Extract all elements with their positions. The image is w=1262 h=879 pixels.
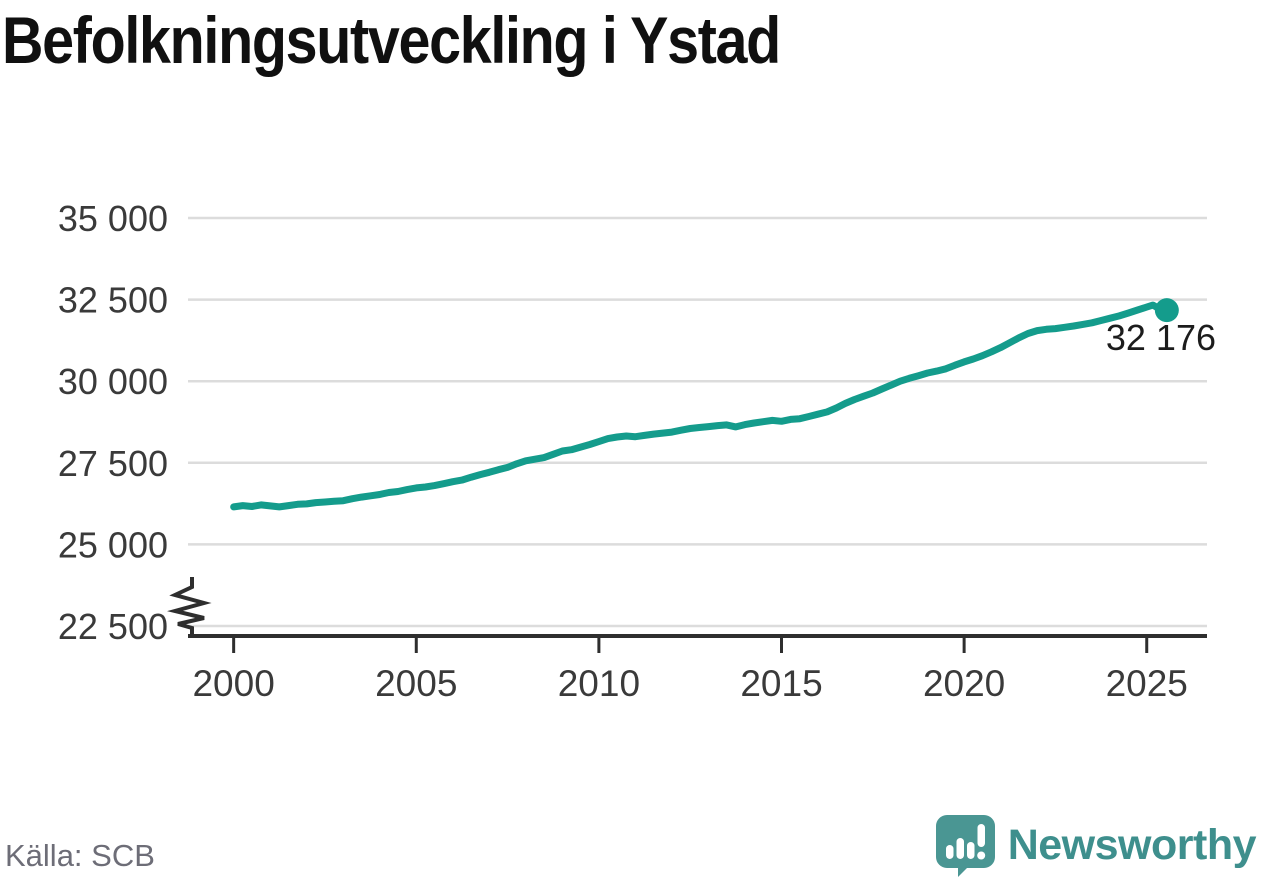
x-axis-tick-label: 2000 <box>192 663 274 704</box>
end-point-dot <box>1154 298 1179 323</box>
y-axis-tick-label: 22 500 <box>58 606 168 647</box>
y-axis-tick-label: 35 000 <box>58 198 168 239</box>
population-line <box>230 301 1171 511</box>
x-axis-tick-label: 2005 <box>375 663 457 704</box>
y-axis-tick-label: 27 500 <box>58 443 168 484</box>
y-axis-tick-label: 30 000 <box>58 361 168 402</box>
y-axis-tick-label: 25 000 <box>58 524 168 565</box>
page-title: Befolkningsutveckling i Ystad <box>2 3 781 77</box>
source-note: Källa: SCB <box>5 838 155 873</box>
axis-break-icon <box>167 577 212 638</box>
y-axis-tick-label: 32 500 <box>58 280 168 321</box>
x-axis-tick-label: 2015 <box>740 663 822 704</box>
newsworthy-speech-bubble-bar-chart-icon <box>935 815 995 877</box>
x-axis-tick-label: 2025 <box>1106 663 1188 704</box>
newsworthy-logo: Newsworthy <box>935 812 1257 879</box>
end-value-label: 32 176 <box>1106 317 1216 358</box>
x-axis-tick-label: 2020 <box>923 663 1005 704</box>
newsworthy-wordmark: Newsworthy <box>1007 821 1257 869</box>
x-axis-tick-label: 2010 <box>558 663 640 704</box>
